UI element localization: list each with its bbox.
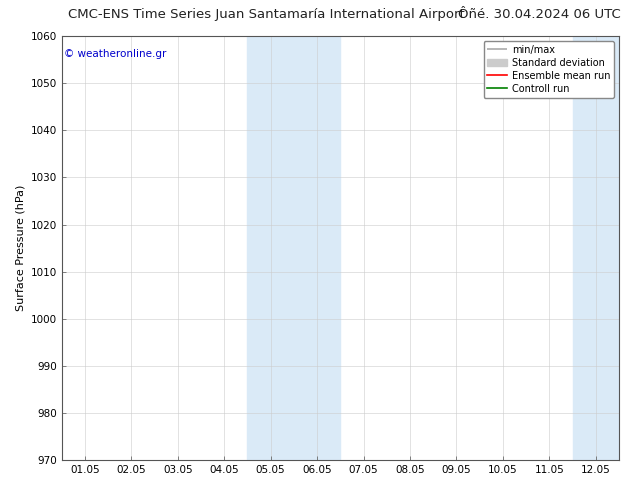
Text: CMC-ENS Time Series Juan Santamaría International Airport: CMC-ENS Time Series Juan Santamaría Inte…	[68, 8, 465, 22]
Bar	[247, 36, 340, 460]
Legend: min/max, Standard deviation, Ensemble mean run, Controll run: min/max, Standard deviation, Ensemble me…	[484, 41, 614, 98]
Y-axis label: Surface Pressure (hPa): Surface Pressure (hPa)	[15, 185, 25, 311]
Text: © weatheronline.gr: © weatheronline.gr	[65, 49, 167, 59]
Bar	[573, 36, 634, 460]
Text: Ôñé. 30.04.2024 06 UTC: Ôñé. 30.04.2024 06 UTC	[458, 8, 620, 22]
